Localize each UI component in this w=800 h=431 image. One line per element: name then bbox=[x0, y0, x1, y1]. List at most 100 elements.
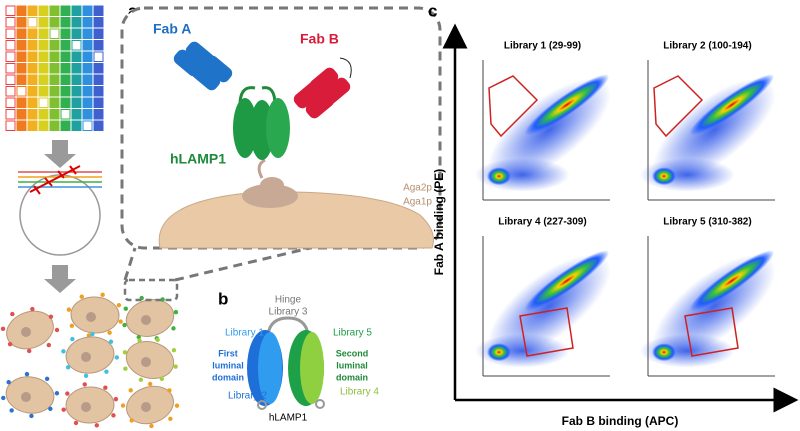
density bbox=[487, 343, 511, 362]
grid-cell bbox=[16, 120, 27, 131]
grid-cell bbox=[71, 109, 82, 120]
surface-dot bbox=[128, 388, 133, 393]
surface-dot bbox=[48, 314, 54, 319]
fab-b-label: Fab B bbox=[300, 31, 339, 47]
grid-cell bbox=[16, 109, 27, 120]
grid-cell bbox=[27, 63, 38, 74]
gate bbox=[684, 307, 739, 357]
density bbox=[652, 167, 676, 186]
grid-cell bbox=[38, 109, 49, 120]
grid-cell bbox=[49, 5, 60, 16]
anchor-label: Aga1p bbox=[403, 197, 432, 208]
grid-cell bbox=[93, 51, 104, 62]
grid-cell bbox=[82, 5, 93, 16]
nucleus bbox=[141, 315, 151, 325]
grid-cell bbox=[27, 97, 38, 108]
plot-title: Library 4 (227-309) bbox=[498, 217, 586, 228]
library-label: Library 1 bbox=[225, 328, 264, 339]
density bbox=[524, 250, 610, 312]
plot-title: Library 2 (100-194) bbox=[663, 41, 751, 52]
grid-cell bbox=[16, 63, 27, 74]
grid-cell bbox=[49, 63, 60, 74]
surface-dot bbox=[155, 337, 160, 343]
surface-dot bbox=[66, 307, 72, 312]
hlamp1-diagram bbox=[247, 316, 325, 410]
grid-cell bbox=[27, 109, 38, 120]
surface-dot bbox=[129, 418, 134, 423]
surface-dot bbox=[122, 322, 127, 328]
grid-cell bbox=[71, 63, 82, 74]
grid-cell bbox=[93, 5, 104, 16]
grid-cell bbox=[16, 86, 27, 97]
grid-cell bbox=[93, 40, 104, 51]
surface-dot bbox=[90, 331, 95, 337]
grid-cell bbox=[38, 40, 49, 51]
plot-title: Library 5 (310-382) bbox=[663, 217, 751, 228]
yeast-surface bbox=[158, 158, 434, 249]
density bbox=[487, 167, 511, 186]
surface-dot bbox=[24, 371, 30, 377]
protein-label: hLAMP1 bbox=[170, 151, 226, 167]
surface-dot bbox=[173, 309, 179, 315]
surface-dot bbox=[122, 350, 128, 355]
surface-dot bbox=[70, 336, 75, 342]
grid-cell bbox=[60, 28, 71, 39]
surface-dot bbox=[69, 323, 75, 329]
grid-cell bbox=[71, 120, 82, 131]
density bbox=[524, 74, 610, 136]
grid-cell bbox=[5, 28, 16, 39]
domain-label: luminal bbox=[336, 360, 368, 370]
surface-dot bbox=[173, 364, 178, 369]
grid-cell bbox=[93, 97, 104, 108]
library-label: Library 2 bbox=[228, 391, 267, 402]
surface-dot bbox=[171, 326, 176, 331]
surface-dot bbox=[82, 382, 87, 387]
surface-dot bbox=[123, 366, 128, 371]
surface-dot bbox=[83, 373, 89, 378]
grid-cell bbox=[82, 74, 93, 85]
grid-cell bbox=[16, 74, 27, 85]
domain-label: First bbox=[218, 348, 238, 358]
x-axis-label: Fab B binding (APC) bbox=[562, 414, 679, 428]
grid-cell bbox=[82, 28, 93, 39]
nucleus bbox=[81, 402, 91, 412]
grid-cell bbox=[82, 120, 93, 131]
grid-cell bbox=[49, 86, 60, 97]
surface-dot bbox=[44, 376, 50, 381]
density bbox=[689, 74, 775, 136]
grid-cell bbox=[5, 86, 16, 97]
grid-cell bbox=[27, 74, 38, 85]
grid-cell bbox=[60, 51, 71, 62]
grid-cell bbox=[38, 97, 49, 108]
surface-dot bbox=[54, 391, 60, 396]
surface-dot bbox=[171, 348, 177, 353]
surface-dot bbox=[174, 403, 180, 408]
surface-dot bbox=[103, 385, 108, 390]
grid-cell bbox=[38, 51, 49, 62]
library-label: Library 4 bbox=[340, 387, 379, 398]
surface-dot bbox=[46, 342, 52, 348]
surface-dot bbox=[73, 420, 79, 426]
surface-dot bbox=[149, 423, 154, 429]
hlamp1-shape bbox=[233, 86, 290, 160]
grid-cell bbox=[71, 86, 82, 97]
grid-cell bbox=[60, 97, 71, 108]
grid-cell bbox=[93, 17, 104, 28]
surface-dot bbox=[123, 306, 128, 311]
zoom-lines bbox=[123, 246, 311, 282]
fab-b-shape bbox=[293, 57, 352, 119]
grid-cell bbox=[93, 28, 104, 39]
plasmid bbox=[18, 165, 102, 256]
fab-a-shape bbox=[173, 41, 233, 91]
grid-cell bbox=[82, 86, 93, 97]
grid-cell bbox=[38, 86, 49, 97]
grid-cell bbox=[71, 17, 82, 28]
domain-label: luminal bbox=[212, 360, 244, 370]
grid-cell bbox=[60, 17, 71, 28]
domain-label: Second bbox=[336, 348, 369, 358]
grid-cell bbox=[27, 5, 38, 16]
surface-dot bbox=[0, 326, 6, 331]
grid-cell bbox=[60, 120, 71, 131]
yeast-cells bbox=[0, 292, 180, 429]
